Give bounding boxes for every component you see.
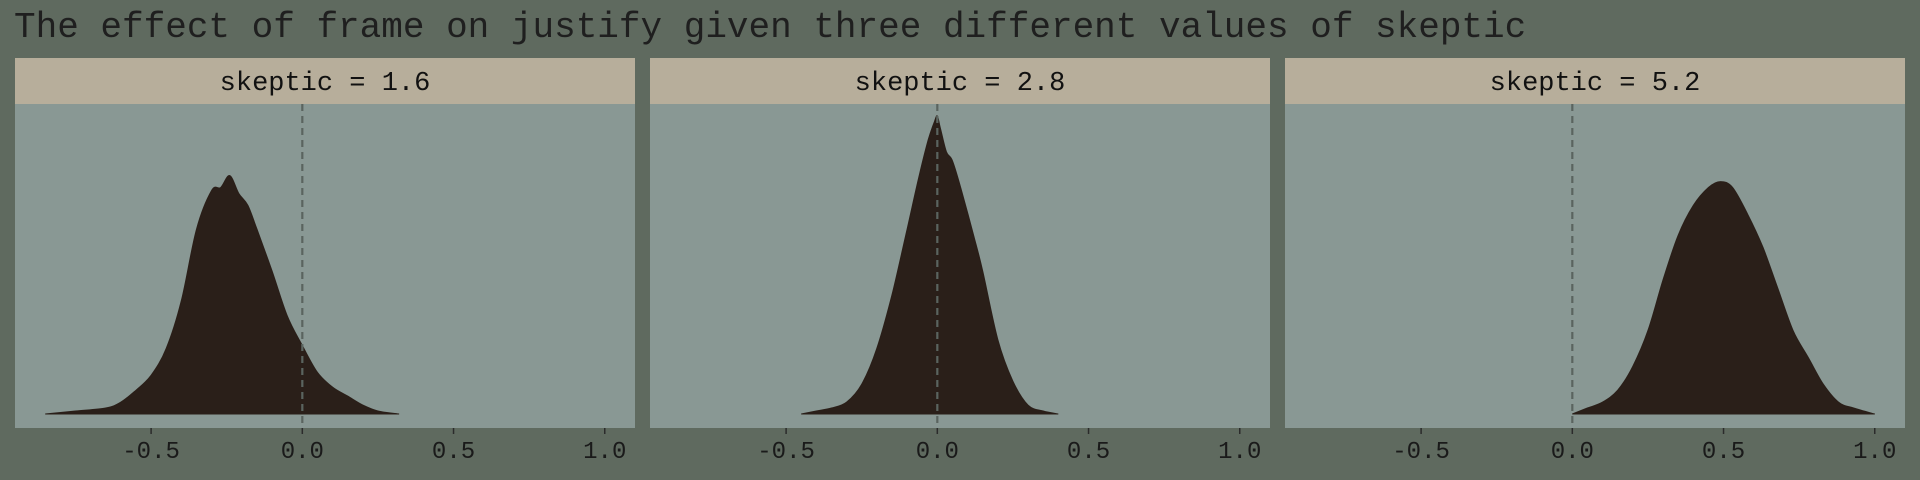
x-axis-tick-label: -0.5	[1392, 439, 1450, 466]
facet-strip-label: skeptic = 2.8	[855, 69, 1066, 99]
x-axis-tick-label: 0.5	[1067, 439, 1110, 466]
x-axis-tick-label: -0.5	[757, 439, 815, 466]
x-axis-tick-label: 1.0	[1218, 439, 1261, 466]
facet-strip-label: skeptic = 1.6	[220, 69, 431, 99]
facet-strip	[1285, 58, 1905, 104]
x-axis-tick-label: 1.0	[583, 439, 626, 466]
facet-strip	[15, 58, 635, 104]
x-axis-tick-label: 0.5	[432, 439, 475, 466]
x-axis-tick-label: 0.0	[281, 439, 324, 466]
x-axis-tick-label: 0.0	[916, 439, 959, 466]
density-area	[1572, 181, 1875, 415]
facet-strip	[650, 58, 1270, 104]
x-axis-tick-label: -0.5	[122, 439, 180, 466]
chart-title: The effect of frame on justify given thr…	[14, 7, 1527, 48]
density-area	[45, 175, 400, 415]
x-axis-tick-label: 0.5	[1702, 439, 1745, 466]
facet-strip-label: skeptic = 5.2	[1490, 69, 1701, 99]
x-axis-tick-label: 1.0	[1853, 439, 1896, 466]
x-axis-tick-label: 0.0	[1551, 439, 1594, 466]
panel-background	[15, 104, 635, 428]
